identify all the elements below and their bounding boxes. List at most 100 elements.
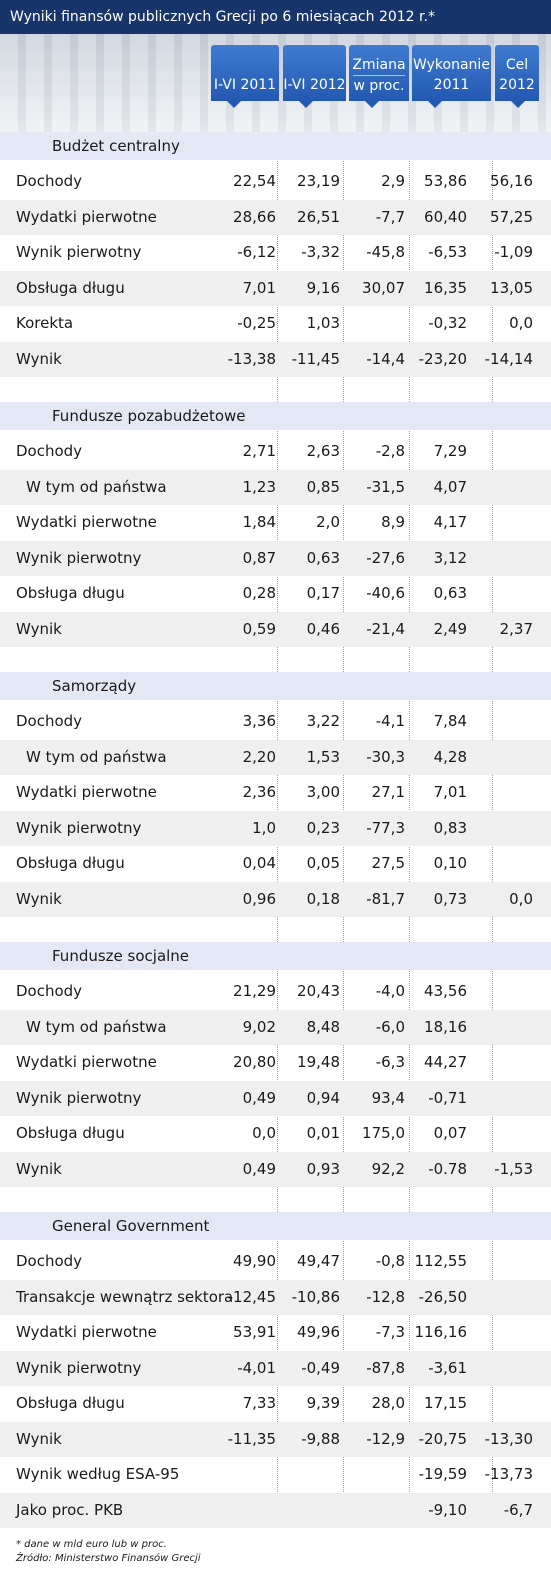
cell-value: 0,17	[306, 584, 340, 602]
cell-value: -12,45	[227, 1287, 276, 1306]
cell-value: 56,16	[490, 172, 533, 190]
row-label: Wynik pierwotny	[16, 243, 142, 261]
column-header: I-VI 2012	[283, 45, 346, 108]
cell-value: 0,18	[306, 889, 340, 908]
cell-value: 0,28	[242, 584, 276, 602]
cell-value: 2,20	[242, 747, 276, 766]
row-label: Wynik	[16, 889, 62, 908]
cell-value: -4,1	[375, 712, 405, 730]
row-label: Wynik pierwotny	[16, 548, 142, 567]
cell-value: 175,0	[362, 1124, 405, 1142]
table-row: Wydatki pierwotne 2,36 3,00 27,1 7,01	[0, 775, 551, 811]
cell-value: 18,16	[424, 1017, 467, 1036]
cell-value: 1,03	[306, 314, 340, 332]
row-label: Dochody	[16, 442, 83, 460]
cell-value: -9,88	[301, 1429, 340, 1448]
cell-value: 7,33	[242, 1394, 276, 1412]
cell-value: 43,56	[424, 982, 467, 1000]
table-row: Korekta -0,25 1,03 -0,32 0,0	[0, 306, 551, 342]
cell-value: -0,49	[301, 1358, 340, 1377]
footnote-source: Źródło: Ministerstwo Finansów Grecji	[16, 1553, 201, 1564]
cell-value: 0,96	[242, 889, 276, 908]
row-label: Dochody	[16, 982, 83, 1000]
table-row: Wydatki pierwotne 20,80 19,48 -6,3 44,27	[0, 1045, 551, 1081]
cell-value: 53,86	[424, 172, 467, 190]
table-row: Dochody 22,54 23,19 2,9 53,86 56,16	[0, 164, 551, 200]
cell-value: -0,8	[375, 1252, 405, 1270]
cell-value: -1,53	[494, 1159, 533, 1178]
cell-value: -3,61	[428, 1358, 467, 1377]
cell-value: -6,0	[375, 1017, 405, 1036]
row-label: Wydatki pierwotne	[16, 207, 157, 226]
cell-value: -9,10	[428, 1500, 467, 1519]
cell-value: -26,50	[418, 1287, 467, 1306]
table-row: Wynik pierwotny 0,87 0,63 -27,6 3,12	[0, 540, 551, 576]
row-label: W tym od państwa	[26, 747, 167, 766]
cell-value: 1,23	[242, 477, 276, 496]
row-label: Wydatki pierwotne	[16, 513, 157, 531]
column-header-line1: Wykonanie	[413, 57, 490, 73]
cell-value: 57,25	[490, 207, 533, 226]
cell-value: 0,85	[306, 477, 340, 496]
cell-value: 27,1	[371, 783, 405, 801]
section-title: General Government	[52, 1217, 210, 1235]
column-header-line1: I-VI 2012	[283, 77, 346, 93]
cell-value: -31,5	[366, 477, 405, 496]
cell-value: -0,32	[428, 314, 467, 332]
cell-value: 0,49	[242, 1159, 276, 1178]
cell-value: 0,10	[433, 854, 467, 872]
cell-value: 0,0	[509, 314, 533, 332]
table-row: Obsługa długu 7,33 9,39 28,0 17,15	[0, 1386, 551, 1422]
cell-value: -21,4	[366, 619, 405, 638]
table-row: Wynik -13,38 -11,45 -14,4 -23,20 -14,14	[0, 341, 551, 377]
cell-value: 0,0	[509, 889, 533, 908]
cell-value: -3,32	[301, 243, 340, 261]
table-row: W tym od państwa 2,20 1,53 -30,3 4,28	[0, 739, 551, 775]
table-row: Wynik 0,49 0,93 92,2 -0.78 -1,53	[0, 1151, 551, 1187]
cell-value: 9,39	[306, 1394, 340, 1412]
row-label: Dochody	[16, 712, 83, 730]
cell-value: 22,54	[233, 172, 276, 190]
table-row: Dochody 49,90 49,47 -0,8 112,55	[0, 1244, 551, 1280]
cell-value: -6,53	[428, 243, 467, 261]
cell-value: 20,80	[233, 1053, 276, 1071]
row-label: Wydatki pierwotne	[16, 1323, 157, 1341]
cell-value: 13,05	[490, 278, 533, 297]
cell-value: 28,66	[233, 207, 276, 226]
table-row: Obsługa długu 7,01 9,16 30,07 16,35 13,05	[0, 270, 551, 306]
cell-value: 92,2	[371, 1159, 405, 1178]
cell-value: -14,4	[366, 349, 405, 368]
column-header-line1: Cel	[505, 57, 529, 73]
cell-value: 0,04	[242, 854, 276, 872]
cell-value: -81,7	[366, 889, 405, 908]
row-label: Wynik	[16, 619, 62, 638]
row-label: W tym od państwa	[26, 477, 167, 496]
column-header-line2: w proc.	[353, 78, 405, 94]
cell-value: 93,4	[371, 1088, 405, 1107]
table-row: Wynik -11,35 -9,88 -12,9 -20,75 -13,30	[0, 1421, 551, 1457]
cell-value: 27,5	[371, 854, 405, 872]
cell-value: 0,73	[433, 889, 467, 908]
table-row: Wydatki pierwotne 1,84 2,0 8,9 4,17	[0, 505, 551, 541]
row-label: Wynik pierwotny	[16, 1358, 142, 1377]
column-header-line1: Zmiana	[352, 57, 406, 73]
cell-value: 0,63	[306, 548, 340, 567]
cell-value: -6,12	[237, 243, 276, 261]
section-header: Budżet centralny	[0, 132, 551, 160]
cell-value: -7,7	[375, 207, 405, 226]
cell-value: 7,84	[433, 712, 467, 730]
row-label: Dochody	[16, 1252, 83, 1270]
section-header: Fundusze socjalne	[0, 942, 551, 970]
row-label: Wynik	[16, 1159, 62, 1178]
table-row: Dochody 2,71 2,63 -2,8 7,29	[0, 434, 551, 470]
row-label: Obsługa długu	[16, 1124, 125, 1142]
table-row: Wydatki pierwotne 28,66 26,51 -7,7 60,40 57,2…	[0, 199, 551, 235]
cell-value: 4,28	[433, 747, 467, 766]
cell-value: 1,53	[306, 747, 340, 766]
row-label: Obsługa długu	[16, 584, 125, 602]
cell-value: 2,63	[306, 442, 340, 460]
cell-value: -12,9	[366, 1429, 405, 1448]
cell-value: -27,6	[366, 548, 405, 567]
row-label: Wynik pierwotny	[16, 1088, 142, 1107]
cell-value: 0,83	[433, 818, 467, 837]
